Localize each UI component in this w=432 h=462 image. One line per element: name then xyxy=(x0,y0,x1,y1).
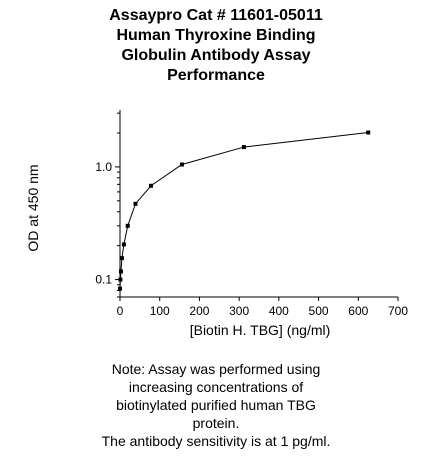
y-tick-label: 1.0 xyxy=(95,160,112,174)
data-point xyxy=(118,277,123,282)
chart-title-line-1: Assaypro Cat # 11601-05011 xyxy=(109,7,323,24)
chart-axes xyxy=(119,110,398,298)
note-line-1: Note: Assay was performed using xyxy=(111,361,321,377)
data-point xyxy=(119,256,124,261)
data-point xyxy=(118,286,122,291)
data-point xyxy=(366,130,371,135)
chart-title-line-2: Human Thyroxine Binding xyxy=(116,27,316,44)
data-point xyxy=(125,223,130,228)
x-tick-label: 100 xyxy=(150,304,170,318)
x-tick-label: 200 xyxy=(189,304,209,318)
data-point xyxy=(133,201,138,206)
chart-series-layer xyxy=(118,130,371,291)
note-line-5: The antibody sensitivity is at 1 pg/ml. xyxy=(101,433,331,449)
data-point xyxy=(148,183,153,188)
x-tick-label: 0 xyxy=(117,304,124,318)
note-line-2: increasing concentrations of xyxy=(128,379,304,395)
chart-title-line-4: Performance xyxy=(167,67,265,84)
x-axis-label: [Biotin H. TBG] (ng/ml) xyxy=(190,322,331,338)
y-axis-label: OD at 450 nm xyxy=(25,164,41,251)
note-line-3: biotinylated purified human TBG xyxy=(116,397,316,413)
data-point xyxy=(121,242,126,247)
data-point xyxy=(241,145,246,150)
chart-ticks-layer: 0 100 200 300 400 500 600 700 0.1 1.0 xyxy=(95,112,408,318)
data-point xyxy=(179,162,184,167)
chart-title: Assaypro Cat # 11601-05011 Human Thyroxi… xyxy=(0,6,432,86)
series-line xyxy=(119,132,369,289)
assay-note: Note: Assay was performed using increasi… xyxy=(0,360,432,450)
data-point xyxy=(118,269,123,274)
x-tick-label: 600 xyxy=(348,304,368,318)
y-tick-label: 0.1 xyxy=(95,273,112,287)
chart-title-line-3: Globulin Antibody Assay xyxy=(121,47,311,64)
x-tick-label: 400 xyxy=(269,304,289,318)
note-line-4: protein. xyxy=(192,415,240,431)
x-tick-label: 700 xyxy=(388,304,408,318)
x-tick-label: 500 xyxy=(309,304,329,318)
x-tick-label: 300 xyxy=(229,304,249,318)
